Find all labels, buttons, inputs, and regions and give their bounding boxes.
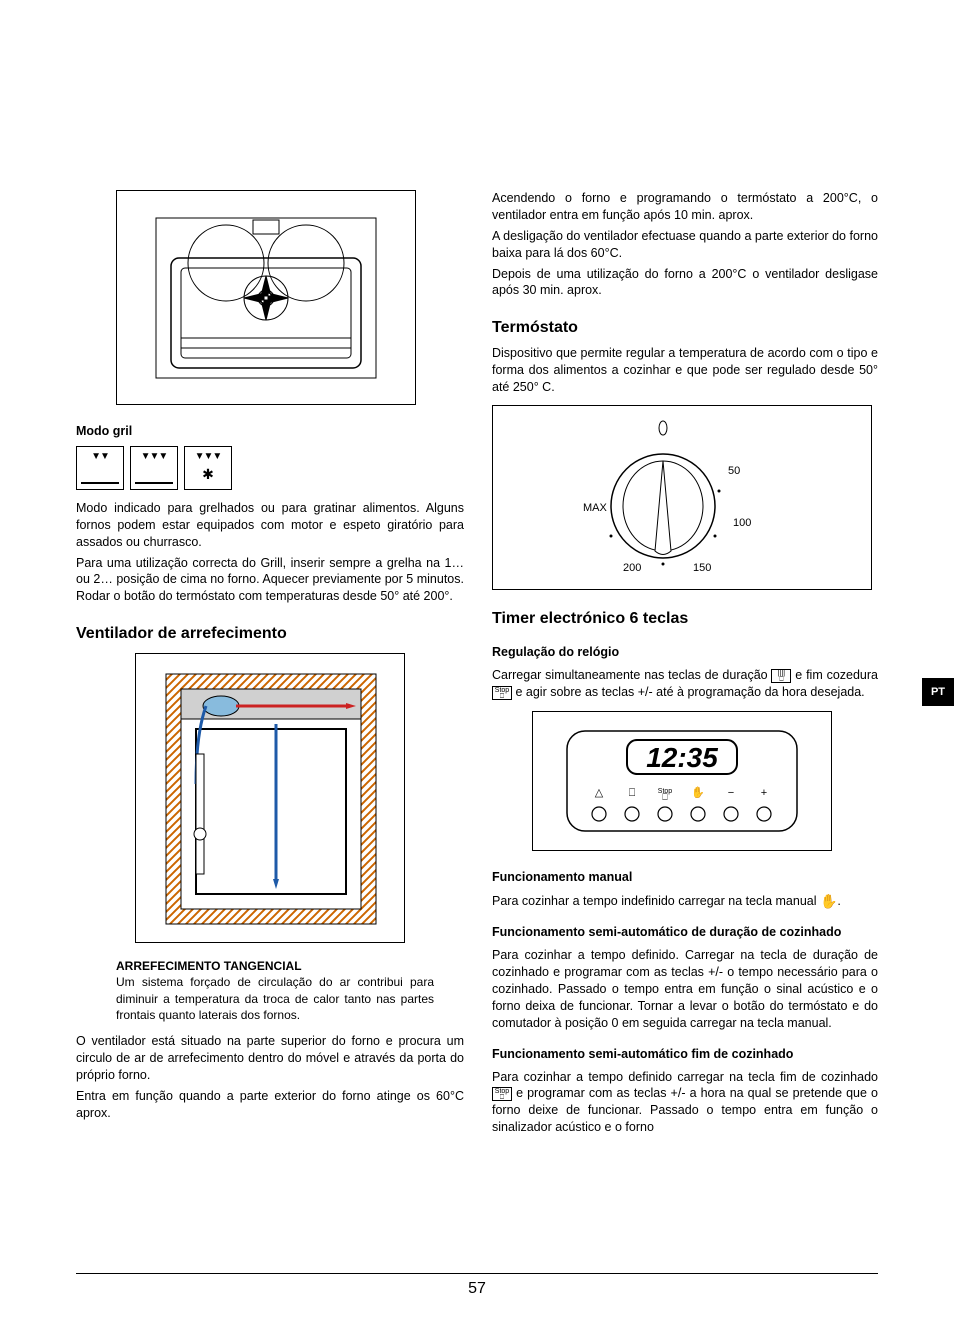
grill-icon-small: ▼▼ <box>76 446 124 490</box>
duration-icon: ||||⎕ <box>771 669 791 683</box>
thermostat-heading: Termóstato <box>492 317 878 339</box>
svg-text:−: − <box>728 787 734 799</box>
grill-description-2: Para uma utilização correcta do Grill, i… <box>76 555 464 606</box>
stop-icon-2: Stop⎕ <box>492 1087 512 1101</box>
svg-text:⎕: ⎕ <box>629 787 636 799</box>
svg-text:200: 200 <box>623 562 641 574</box>
cooling-fan-diagram <box>135 653 405 943</box>
semi-auto-end-text: Para cozinhar a tempo definido carregar … <box>492 1069 878 1137</box>
svg-text:⎕: ⎕ <box>662 792 668 802</box>
clock-subheading: Regulação do relógio <box>492 644 878 661</box>
grill-icon-large: ▼▼▼ <box>130 446 178 490</box>
svg-text:△: △ <box>595 787 604 799</box>
semi-auto-end-subheading: Funcionamento semi-automático fim de coz… <box>492 1046 878 1063</box>
svg-text:+: + <box>761 787 767 799</box>
svg-text:100: 100 <box>733 517 751 529</box>
tangential-label: ARREFECIMENTO TANGENCIAL <box>116 958 434 974</box>
timer-heading: Timer electrónico 6 teclas <box>492 608 878 630</box>
intro-p1: Acendendo o forno e programando o termós… <box>492 190 878 224</box>
cooling-fan-heading: Ventilador de arrefecimento <box>76 623 464 645</box>
language-tab: PT <box>922 678 954 706</box>
grill-mode-label: Modo gril <box>76 423 464 440</box>
stop-icon: Stop⎕ <box>492 686 512 700</box>
thermostat-text: Dispositivo que permite regular a temper… <box>492 345 878 396</box>
timer-panel-diagram: 12:35 △ ⎕ Stop⎕ ✋ − + <box>532 711 832 851</box>
semi-auto-duration-subheading: Funcionamento semi-automático de duração… <box>492 924 878 941</box>
oven-interior-diagram <box>116 190 416 405</box>
svg-text:12:35: 12:35 <box>646 742 718 773</box>
fan-paragraph-2: Entra em função quando a parte exterior … <box>76 1088 464 1122</box>
manual-text: Para cozinhar a tempo indefinido carrega… <box>492 892 878 911</box>
footer-rule <box>76 1273 878 1274</box>
page-number: 57 <box>0 1278 954 1300</box>
grill-icon-fan: ▼▼▼✱ <box>184 446 232 490</box>
tangential-text: Um sistema forçado de circulação do ar c… <box>116 974 434 1023</box>
grill-mode-icons: ▼▼ ▼▼▼ ▼▼▼✱ <box>76 446 464 490</box>
semi-auto-duration-text: Para cozinhar a tempo definido. Carregar… <box>492 947 878 1031</box>
intro-p3: Depois de uma utilização do forno a 200°… <box>492 266 878 300</box>
clock-text: Carregar simultaneamente nas teclas de d… <box>492 667 878 701</box>
thermostat-dial-diagram: 50 100 150 200 MAX <box>492 405 872 590</box>
svg-text:MAX: MAX <box>583 502 608 514</box>
grill-description-1: Modo indicado para grelhados ou para gra… <box>76 500 464 551</box>
fan-paragraph-1: O ventilador está situado na parte super… <box>76 1033 464 1084</box>
svg-text:150: 150 <box>693 562 711 574</box>
manual-subheading: Funcionamento manual <box>492 869 878 886</box>
svg-text:✋: ✋ <box>691 786 705 799</box>
intro-p2: A desligação do ventilador efectuase qua… <box>492 228 878 262</box>
svg-text:50: 50 <box>728 465 740 477</box>
hand-icon: ✋ <box>820 892 837 911</box>
